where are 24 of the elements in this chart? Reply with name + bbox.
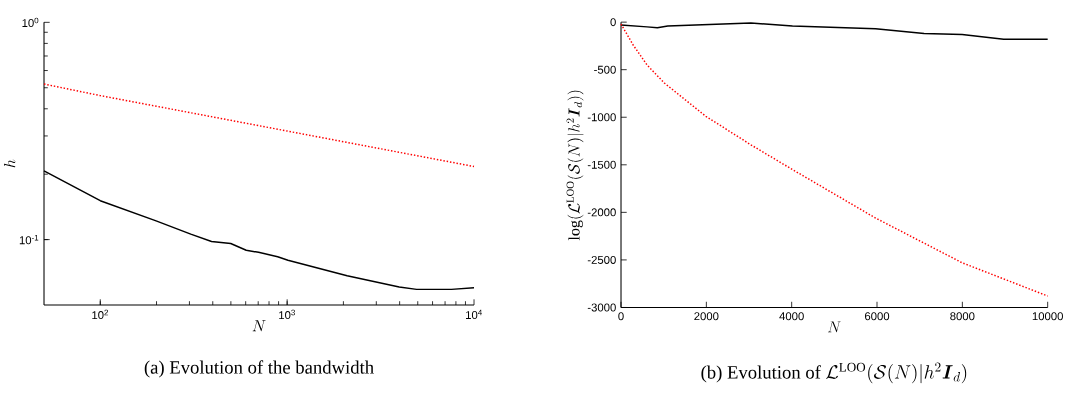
y-axis-title: $h$ xyxy=(4,159,16,168)
y-tick-label: -1500 xyxy=(587,160,616,169)
x-axis-title: $N$ xyxy=(252,320,266,332)
y-tick-label: 0 xyxy=(610,18,616,27)
y-tick-label: 10$^{0}$ xyxy=(22,17,39,28)
text: $\text{(a) Evolution of the bandwidth}$ xyxy=(144,360,374,378)
x-tick-label: 4000 xyxy=(779,312,804,321)
x-tick-label: 10$^{4}$ xyxy=(466,309,482,320)
y-tick-label: 10$^{-1}$ xyxy=(19,234,39,245)
x-tick-label: 10$^{2}$ xyxy=(92,309,109,320)
y-tick-label: -2500 xyxy=(587,255,616,264)
y-tick-label: -1000 xyxy=(587,113,616,122)
x-tick-label: 2000 xyxy=(694,312,719,321)
x-tick-label: 6000 xyxy=(864,312,890,321)
x-tick-label: 10000 xyxy=(1032,312,1063,321)
x-tick-label: 0 xyxy=(618,312,624,321)
y-tick-label: -3000 xyxy=(587,303,616,312)
y-tick-label: -2000 xyxy=(587,208,616,217)
y-tick-label: -500 xyxy=(594,65,616,74)
x-axis-title: $N$ xyxy=(827,321,841,333)
x-tick-label: 8000 xyxy=(950,312,975,321)
text: $\text{(b) Evolution of }\mathcal{L}^{\mathrm{LOO}}(\mathcal{S}(N)|h^2\boldsymbol{I}_d)$ xyxy=(701,362,967,384)
y-axis-title: $\log(\mathcal{L}^{\mathrm{LOO}}(\mathcal{S}(N)|h^2\boldsymbol{I}_d))$ xyxy=(566,90,584,241)
x-tick-label: 10$^{3}$ xyxy=(279,309,295,320)
